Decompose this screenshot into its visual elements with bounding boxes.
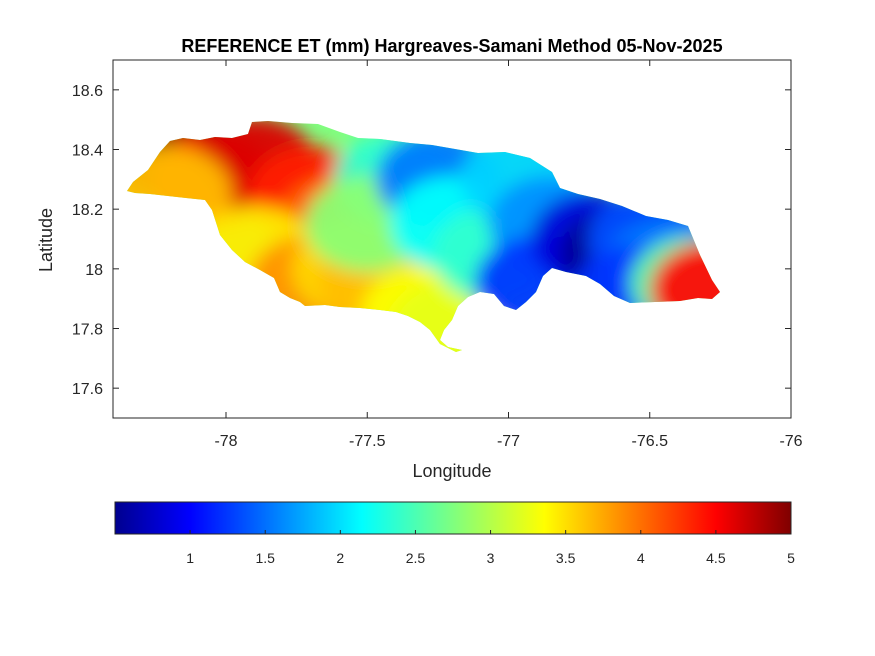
- colorbar-tick-label: 2: [336, 550, 344, 566]
- x-axis: -78 -77.5 -77 -76.5 -76: [214, 60, 803, 450]
- et-region: [649, 241, 720, 338]
- colorbar-tick-label: 5: [787, 550, 795, 566]
- colorbar-tick-label: 4.5: [706, 550, 726, 566]
- x-tick-label: -77.5: [349, 433, 386, 450]
- y-axis-label: Latitude: [36, 208, 56, 272]
- y-tick-label: 18.4: [72, 143, 103, 160]
- colorbar-tick-label: 3: [487, 550, 495, 566]
- colorbar-tick-label: 2.5: [406, 550, 426, 566]
- x-axis-label: Longitude: [412, 461, 491, 481]
- colorbar-tick-label: 1: [186, 550, 194, 566]
- x-tick-label: -76: [779, 433, 802, 450]
- map-area: [127, 121, 720, 352]
- plot-frame: [112, 59, 792, 419]
- y-tick-label: 17.6: [72, 381, 103, 398]
- colorbar-tick-label: 4: [637, 550, 645, 566]
- colorbar-tick-label: 3.5: [556, 550, 576, 566]
- y-tick-label: 18.2: [72, 202, 103, 219]
- x-tick-label: -78: [214, 433, 237, 450]
- et-field: [127, 121, 720, 352]
- x-tick-label: -77: [497, 433, 520, 450]
- colorbar-tick-label: 1.5: [255, 550, 275, 566]
- colorbar: [114, 501, 792, 535]
- y-tick-label: 18.6: [72, 83, 103, 100]
- et-region: [127, 146, 232, 243]
- chart-title: REFERENCE ET (mm) Hargreaves-Samani Meth…: [181, 36, 722, 56]
- y-axis: 17.6 17.8 18 18.2 18.4 18.6: [72, 83, 791, 398]
- y-tick-label: 17.8: [72, 322, 103, 339]
- x-tick-label: -76.5: [632, 433, 669, 450]
- y-tick-label: 18: [85, 262, 103, 279]
- colorbar-ticks: 1 1.5 2 2.5 3 3.5 4 4.5 5: [186, 530, 795, 566]
